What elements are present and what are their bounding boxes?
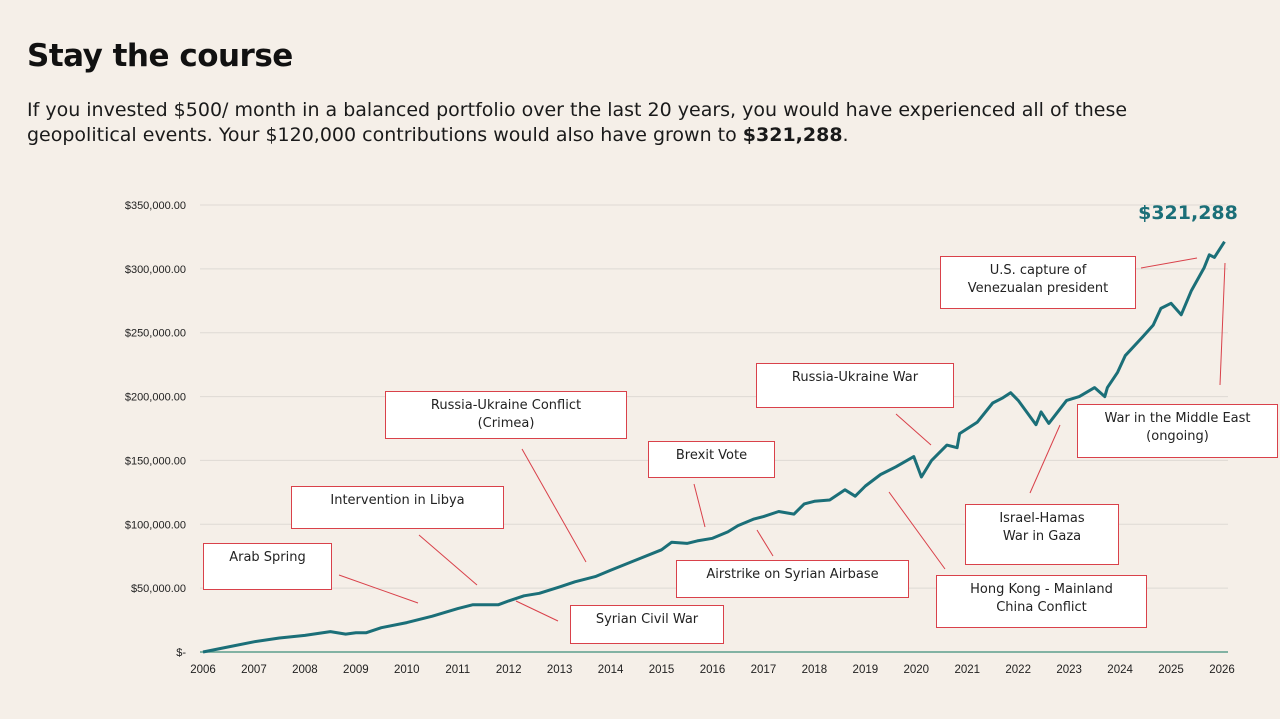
annotation-leader-line xyxy=(756,529,774,557)
x-tick-label: 2026 xyxy=(1209,664,1235,676)
x-tick-label: 2024 xyxy=(1107,664,1133,676)
subtitle-text: If you invested $500/ month in a balance… xyxy=(27,99,1128,146)
x-tick-label: 2013 xyxy=(547,664,573,676)
series-line xyxy=(202,240,1226,654)
y-tick-label: $200,000.00 xyxy=(125,392,186,404)
annotation-leader-line xyxy=(418,534,478,586)
x-tick-label: 2012 xyxy=(496,664,522,676)
x-tick-label: 2021 xyxy=(954,664,980,676)
x-tick-label: 2025 xyxy=(1158,664,1184,676)
x-tick-label: 2017 xyxy=(751,664,777,676)
annotation-leader-line xyxy=(1140,257,1198,269)
x-tick-label: 2008 xyxy=(292,664,318,676)
y-tick-label: $150,000.00 xyxy=(125,455,186,467)
y-tick-label: $- xyxy=(176,647,186,659)
annotation-box: Hong Kong - Mainland China Conflict xyxy=(936,575,1147,628)
annotation-leader-line xyxy=(515,600,559,622)
annotation-leader-line xyxy=(693,483,706,528)
y-tick-label: $50,000.00 xyxy=(131,583,186,595)
x-tick-label: 2022 xyxy=(1005,664,1031,676)
annotation-box: War in the Middle East (ongoing) xyxy=(1077,404,1278,458)
annotation-leader-line xyxy=(338,574,419,604)
annotation-leader-line xyxy=(521,448,587,563)
x-tick-label: 2006 xyxy=(190,664,216,676)
x-tick-label: 2015 xyxy=(649,664,675,676)
annotation-box: Israel-Hamas War in Gaza xyxy=(965,504,1119,565)
page-title: Stay the course xyxy=(27,38,293,74)
x-tick-label: 2009 xyxy=(343,664,369,676)
annotation-box: Syrian Civil War xyxy=(570,605,724,644)
x-tick-label: 2011 xyxy=(445,664,470,676)
subtitle: If you invested $500/ month in a balance… xyxy=(27,98,1177,148)
x-tick-label: 2020 xyxy=(904,664,930,676)
x-tick-label: 2014 xyxy=(598,664,624,676)
x-tick-label: 2007 xyxy=(241,664,267,676)
annotation-box: Intervention in Libya xyxy=(291,486,504,529)
y-tick-label: $350,000.00 xyxy=(125,200,186,212)
y-tick-label: $100,000.00 xyxy=(125,519,186,531)
annotation-leader-line xyxy=(895,413,932,446)
y-tick-label: $250,000.00 xyxy=(125,328,186,340)
annotation-box: Russia-Ukraine Conflict (Crimea) xyxy=(385,391,627,439)
y-tick-label: $300,000.00 xyxy=(125,264,186,276)
annotation-box: Airstrike on Syrian Airbase xyxy=(676,560,909,598)
subtitle-end: . xyxy=(842,124,849,146)
x-tick-label: 2023 xyxy=(1056,664,1082,676)
annotation-leader-line xyxy=(1029,424,1061,494)
annotation-leader-line xyxy=(888,491,946,570)
x-tick-label: 2010 xyxy=(394,664,420,676)
annotation-leader-line xyxy=(1219,262,1226,386)
annotation-box: Russia-Ukraine War xyxy=(756,363,954,408)
x-tick-label: 2016 xyxy=(700,664,726,676)
annotation-box: Arab Spring xyxy=(203,543,332,590)
subtitle-total: $321,288 xyxy=(742,124,843,146)
annotation-box: U.S. capture of Venezualan president xyxy=(940,256,1136,309)
x-tick-label: 2019 xyxy=(853,664,879,676)
end-value-label: $321,288 xyxy=(1138,202,1238,224)
x-tick-label: 2018 xyxy=(802,664,828,676)
annotation-box: Brexit Vote xyxy=(648,441,775,478)
